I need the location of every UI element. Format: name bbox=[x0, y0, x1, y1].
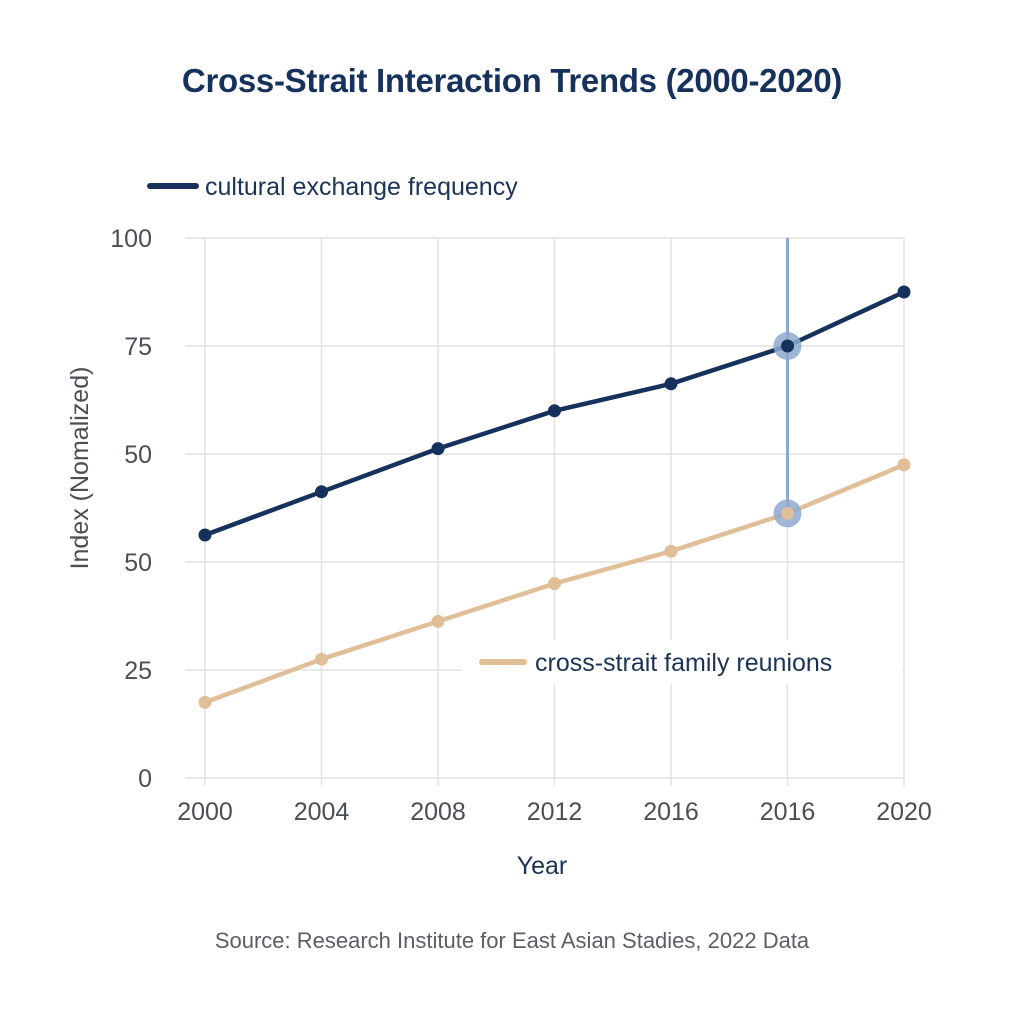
x-tick-label: 2004 bbox=[294, 798, 350, 826]
y-tick-label: 50 bbox=[124, 441, 152, 469]
data-point[interactable] bbox=[664, 544, 678, 558]
data-point[interactable] bbox=[548, 404, 561, 418]
data-point[interactable] bbox=[664, 377, 678, 391]
x-axis-ticks: 2000 2004 2008 2012 2016 2016 2020 bbox=[177, 798, 932, 826]
data-point[interactable] bbox=[897, 285, 911, 299]
data-point[interactable] bbox=[897, 458, 911, 472]
data-point[interactable] bbox=[198, 695, 212, 709]
legend-item-family-reunions[interactable]: cross-strait family reunions bbox=[462, 640, 902, 684]
x-tick-label: 2016 bbox=[643, 798, 699, 826]
y-tick-label: 100 bbox=[110, 225, 152, 253]
y-tick-label: 25 bbox=[124, 657, 152, 685]
data-point[interactable] bbox=[198, 528, 212, 542]
legend-background bbox=[462, 640, 902, 684]
x-tick-label: 2020 bbox=[876, 798, 932, 826]
x-tick-label: 2000 bbox=[177, 798, 233, 826]
data-point[interactable] bbox=[781, 339, 794, 353]
y-tick-label: 75 bbox=[124, 333, 152, 361]
y-tick-label: 0 bbox=[138, 765, 152, 793]
y-axis-title: Index (Nomalized) bbox=[66, 367, 94, 570]
grid bbox=[185, 237, 905, 786]
legend-item-cultural-exchange[interactable]: cultural exchange frequency bbox=[147, 173, 518, 201]
legend-label: cultural exchange frequency bbox=[205, 173, 518, 201]
source-note: Source: Research Institute for East Asia… bbox=[214, 928, 810, 953]
x-tick-label: 2012 bbox=[527, 798, 583, 826]
chart-title: Cross-Strait Interaction Trends (2000-20… bbox=[181, 62, 843, 99]
data-point[interactable] bbox=[315, 485, 328, 499]
series-group bbox=[198, 285, 911, 709]
data-point[interactable] bbox=[548, 577, 561, 591]
series-cultural-exchange bbox=[198, 285, 911, 542]
y-axis-ticks: 100 75 50 50 25 0 bbox=[110, 225, 152, 793]
data-point[interactable] bbox=[315, 652, 328, 666]
data-point[interactable] bbox=[781, 506, 794, 520]
y-tick-label: 50 bbox=[124, 549, 152, 577]
data-point[interactable] bbox=[431, 442, 445, 456]
data-point[interactable] bbox=[431, 614, 445, 628]
x-axis-title: Year bbox=[517, 852, 568, 880]
series-family-reunions bbox=[198, 458, 911, 709]
legend-label: cross-strait family reunions bbox=[535, 649, 832, 677]
x-tick-label: 2016 bbox=[760, 798, 816, 826]
x-tick-label: 2008 bbox=[410, 798, 466, 826]
